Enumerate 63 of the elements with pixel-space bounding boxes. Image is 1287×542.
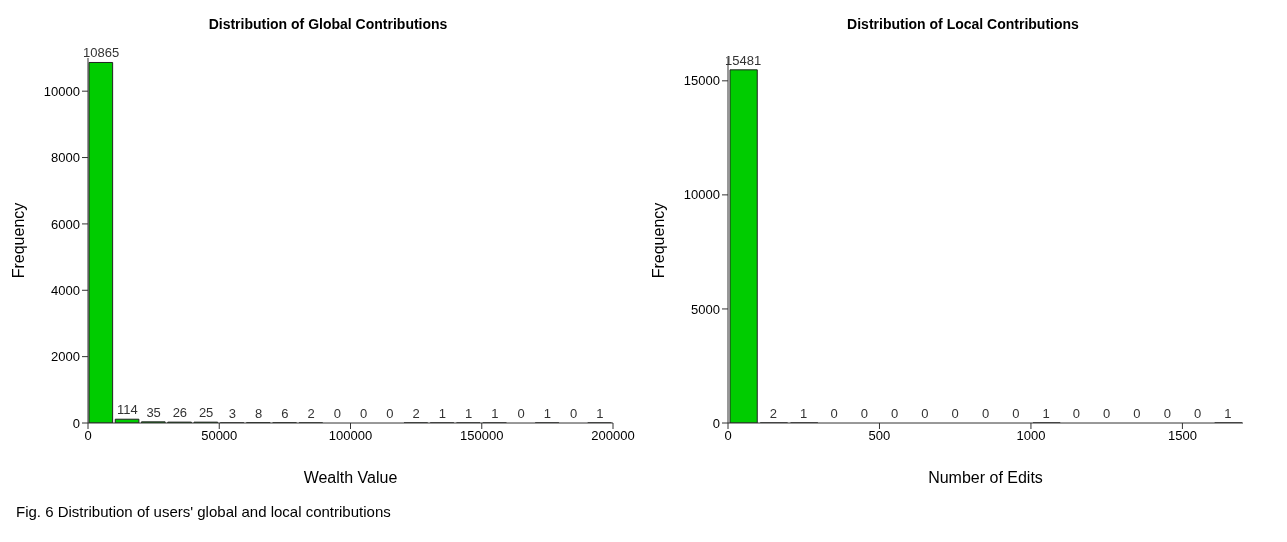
data-label: 15481 (725, 52, 762, 68)
data-label: 0 (570, 406, 578, 421)
x-tick-label: 1000 (1016, 428, 1046, 444)
y-tick-label: 6000 (51, 216, 80, 232)
y-tick-label: 0 (72, 415, 80, 431)
data-label: 1 (1042, 405, 1050, 421)
data-label: 2 (307, 405, 315, 421)
x-axis-title: Wealth Value (303, 469, 398, 486)
data-label: 114 (117, 402, 138, 418)
data-label: 0 (1193, 406, 1202, 421)
data-label: 8 (255, 405, 263, 421)
y-tick-label: 10000 (43, 83, 80, 99)
data-label: 0 (517, 406, 525, 421)
x-tick-label: 100000 (328, 428, 373, 444)
y-axis-title: Frequency (649, 202, 667, 279)
x-tick-label: 0 (724, 428, 732, 444)
y-axis-title: Frequency (9, 202, 27, 279)
data-label: 0 (1012, 406, 1020, 421)
data-label: 0 (860, 406, 868, 421)
data-label: 0 (1133, 406, 1141, 421)
data-label: 0 (981, 406, 990, 421)
data-label: 0 (951, 406, 959, 421)
x-axis-title: Number of Edits (928, 469, 1043, 486)
y-tick-label: 2000 (51, 349, 80, 365)
data-label: 10865 (83, 45, 120, 61)
chart-title: Distribution of Local Contributions (846, 16, 1080, 32)
data-label: 1 (1224, 405, 1232, 421)
data-label: 25 (198, 405, 214, 421)
data-label: 2 (412, 405, 420, 421)
data-label: 1 (491, 405, 499, 421)
data-label: 1 (800, 405, 808, 421)
y-tick-label: 4000 (51, 282, 80, 298)
data-label: 0 (1163, 406, 1171, 421)
x-tick-label: 1500 (1167, 428, 1197, 444)
data-label: 3 (228, 405, 236, 421)
data-label: 0 (360, 406, 368, 421)
chart-title: Distribution of Global Contributions (207, 16, 449, 32)
y-tick-label: 0 (712, 415, 720, 431)
caption: Fig. 6 Distribution of users' global and local contributions (16, 503, 392, 520)
y-tick-label: 5000 (691, 301, 720, 317)
data-label: 0 (386, 406, 394, 421)
y-tick-label: 15000 (683, 73, 720, 89)
data-label: 2 (769, 405, 778, 421)
data-label: 0 (1103, 406, 1111, 421)
data-label: 0 (921, 406, 929, 421)
y-tick-label: 8000 (51, 150, 80, 166)
data-label: 0 (1072, 406, 1080, 421)
x-tick-label: 150000 (460, 428, 504, 444)
y-tick-label: 10000 (683, 187, 720, 203)
x-tick-label: 200000 (591, 428, 635, 444)
data-label: 0 (333, 406, 341, 421)
data-label: 0 (830, 406, 838, 421)
data-label: 1 (465, 405, 473, 421)
data-label: 35 (146, 404, 161, 420)
x-tick-label: 500 (868, 428, 891, 444)
data-label: 1 (438, 405, 446, 421)
data-label: 26 (172, 405, 188, 421)
data-label: 0 (891, 406, 899, 421)
x-tick-label: 0 (84, 428, 92, 444)
x-tick-label: 50000 (201, 428, 238, 444)
data-label: 1 (543, 405, 551, 421)
data-label: 1 (596, 405, 604, 421)
data-label: 6 (281, 405, 289, 421)
